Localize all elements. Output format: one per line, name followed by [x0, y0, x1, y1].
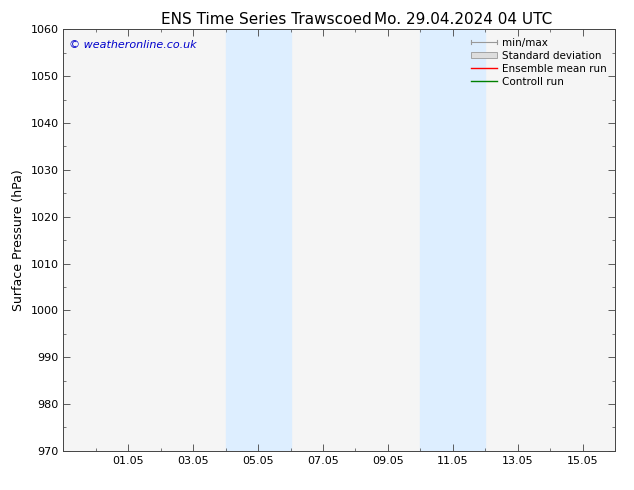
- Bar: [226, 29, 290, 451]
- Text: ENS Time Series Trawscoed: ENS Time Series Trawscoed: [161, 12, 372, 27]
- Bar: [420, 29, 485, 451]
- Y-axis label: Surface Pressure (hPa): Surface Pressure (hPa): [12, 169, 25, 311]
- Text: © weatheronline.co.uk: © weatheronline.co.uk: [69, 40, 197, 50]
- Text: Mo. 29.04.2024 04 UTC: Mo. 29.04.2024 04 UTC: [373, 12, 552, 27]
- Legend: min/max, Standard deviation, Ensemble mean run, Controll run: min/max, Standard deviation, Ensemble me…: [467, 35, 610, 90]
